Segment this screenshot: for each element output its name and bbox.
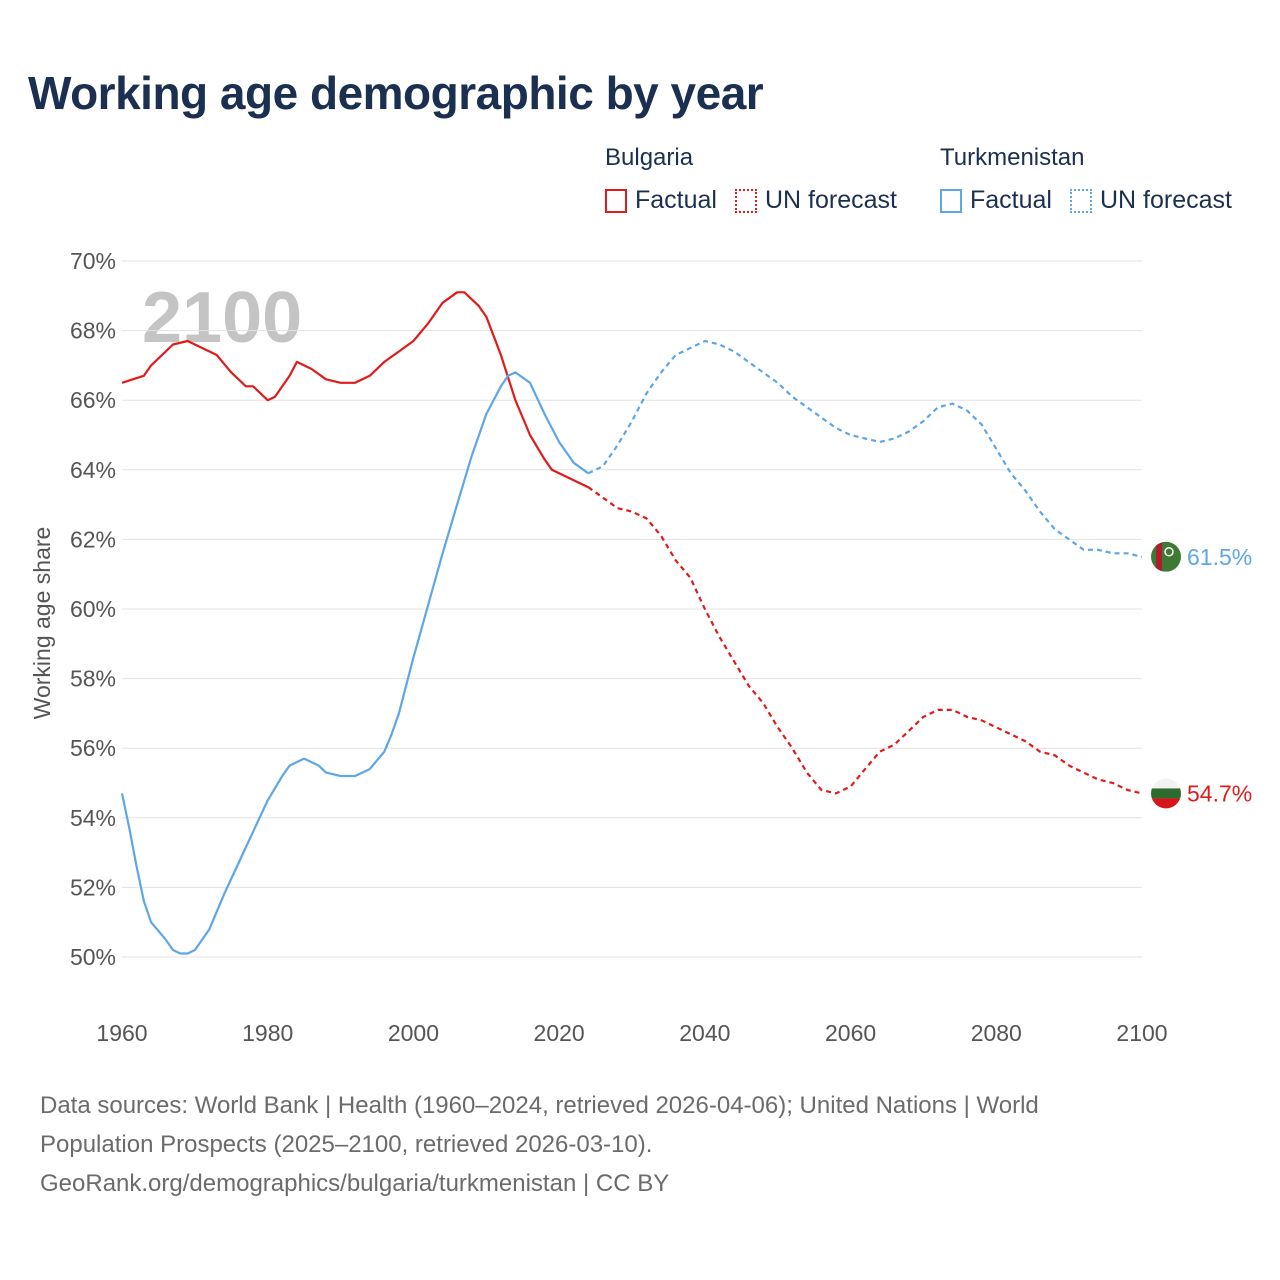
legend-swatch-dotted (734, 188, 757, 213)
legend-bulgaria: Bulgaria Factual UN forecast (605, 144, 915, 215)
y-tick-label: 56% (70, 735, 116, 761)
bulgaria-end-value-label: 54.7% (1187, 780, 1252, 806)
data-sources-footer: Data sources: World Bank | Health (1960–… (40, 1086, 1180, 1203)
bulgaria-forecast-line (587, 486, 1143, 795)
y-tick-label: 54% (70, 805, 116, 831)
x-tick-label: 2080 (971, 1020, 1022, 1046)
legend-item-turkmenistan-factual[interactable]: Factual (940, 186, 1052, 215)
x-tick-label: 2100 (1116, 1020, 1167, 1046)
legend-label: UN forecast (1099, 186, 1232, 214)
legend-group-name: Turkmenistan (940, 144, 1085, 171)
legend-label: Factual (970, 186, 1052, 214)
x-tick-label: 2060 (825, 1020, 876, 1046)
turkmenistan-factual-line (120, 371, 589, 955)
legend-label: UN forecast (764, 186, 897, 214)
y-tick-label: 60% (70, 596, 116, 622)
turkmenistan-end-value-label: 61.5% (1187, 544, 1252, 570)
y-tick-label: 50% (70, 944, 116, 970)
x-tick-label: 2040 (679, 1020, 730, 1046)
y-axis-label: Working age share (29, 527, 55, 720)
x-tick-label: 1960 (96, 1020, 147, 1046)
bulgaria-factual-line (121, 291, 589, 489)
x-tick-label: 2020 (534, 1020, 585, 1046)
x-tick-label: 1980 (242, 1020, 293, 1046)
turkmenistan-forecast-line (587, 339, 1143, 558)
chart-title: Working age demographic by year (28, 67, 764, 119)
footer-source-link[interactable]: GeoRank.org/demographics/bulgaria/turkme… (40, 1170, 670, 1197)
y-tick-label: 66% (70, 387, 116, 413)
y-tick-label: 52% (70, 874, 116, 900)
y-tick-label: 68% (70, 318, 116, 344)
legend-swatch-solid (605, 188, 627, 213)
y-tick-label: 64% (70, 457, 116, 483)
footer-line: Population Prospects (2025–2100, retriev… (40, 1131, 653, 1158)
legend-turkmenistan: Turkmenistan Factual UN forecast (940, 144, 1250, 215)
legend-item-turkmenistan-forecast[interactable]: UN forecast (1069, 186, 1232, 215)
year-watermark: 2100 (142, 278, 302, 358)
legend-label: Factual (635, 186, 717, 214)
legend-group-name: Bulgaria (605, 144, 694, 171)
legend-swatch-dotted (1069, 188, 1092, 213)
x-tick-label: 2000 (388, 1020, 439, 1046)
bulgaria-flag-icon (1151, 778, 1181, 809)
legend-item-bulgaria-factual[interactable]: Factual (605, 186, 717, 215)
legend-item-bulgaria-forecast[interactable]: UN forecast (734, 186, 897, 215)
turkmenistan-flag-icon (1151, 541, 1181, 572)
y-tick-label: 58% (70, 666, 116, 692)
footer-line: Data sources: World Bank | Health (1960–… (40, 1092, 1039, 1119)
y-tick-label: 70% (70, 248, 116, 274)
y-tick-label: 62% (70, 526, 116, 552)
legend-swatch-solid (940, 188, 962, 213)
